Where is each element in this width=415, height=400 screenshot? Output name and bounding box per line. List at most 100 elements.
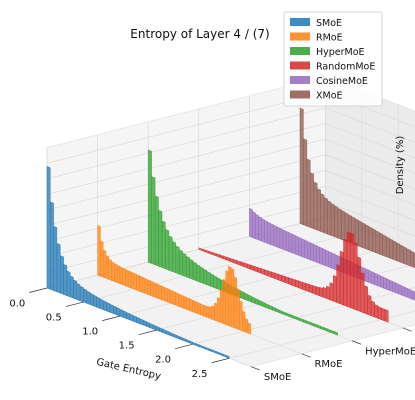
legend-swatch [290,18,310,26]
legend-swatch [290,32,310,41]
histogram-bar [307,241,311,261]
legend-swatch [290,61,310,70]
histogram-bar [50,201,54,291]
histogram-bar [196,264,201,283]
histogram-bar [317,188,321,232]
histogram-bar [189,258,194,280]
histogram-bar [330,203,335,238]
histogram-bar [299,107,304,226]
x-tick-label: 1.5 [119,341,135,352]
histogram-bar [142,319,147,327]
histogram-bar [103,300,107,312]
histogram-bar [211,305,215,321]
histogram-bar [258,216,262,242]
histogram-bar [320,193,325,234]
histogram-bar [341,210,345,242]
histogram-bar [172,241,177,274]
histogram-bar [322,248,326,267]
histogram-bar [209,273,214,288]
histogram-bar [403,246,407,265]
histogram-bar [198,247,203,251]
histogram-bar [60,255,64,295]
histogram-bar [301,238,305,258]
x-tick-mark [102,315,120,321]
x-tick-mark [138,329,157,336]
series-tick-mark [352,340,362,345]
histogram-bar [76,283,81,302]
histogram-bar [69,275,74,299]
histogram-bar [371,271,375,285]
histogram-bar [406,248,411,267]
histogram-bar [304,239,308,259]
histogram-bar [264,220,268,244]
x-tick-label: 1.0 [82,327,98,338]
histogram-bar [119,308,124,318]
histogram-bar [389,238,394,260]
histogram-bar [303,138,308,227]
histogram-bar [379,232,383,256]
histogram-bar [111,261,115,282]
histogram-bar [240,291,245,300]
histogram-bar [353,241,358,311]
histogram-bar [298,236,302,257]
z-gridline [46,107,415,180]
histogram-bar [136,316,141,325]
histogram-bar [194,301,199,314]
histogram-bar [381,307,386,322]
histogram-bar [326,285,330,301]
histogram-bar [147,149,152,264]
histogram-bar [129,313,134,322]
histogram-bar [158,209,163,268]
histogram-bar [365,268,369,283]
histogram-bar [396,242,401,263]
histogram-bar [206,271,211,287]
histogram-bar [125,269,129,288]
histogram-bar [367,294,372,316]
histogram-bar [222,278,226,325]
histogram-bar [305,282,310,293]
histogram-bar [392,281,396,294]
histogram-bar [63,264,68,296]
histogram-bar [119,266,123,286]
histogram-bar [168,235,173,272]
histogram-bar [316,245,320,264]
histogram-bar [264,269,268,277]
chart-bars [46,107,415,359]
histogram-bar [288,277,292,286]
histogram-bar [315,286,320,297]
histogram-bar [274,272,279,281]
x-tick-label: 2.0 [155,355,171,366]
histogram-bar [377,306,382,320]
histogram-bar [99,298,104,310]
histogram-bar [365,224,370,251]
histogram-bar [374,272,378,287]
legend-label: XMoE [316,91,343,102]
histogram-bar [93,294,97,308]
histogram-bar [399,244,404,264]
histogram-bar [285,231,290,252]
histogram-bar [410,289,415,301]
histogram-bar [178,293,182,308]
histogram-bar [189,298,193,312]
histogram-bar [244,292,249,301]
histogram-bar [53,226,58,293]
histogram-bar [139,275,143,293]
histogram-bar [261,218,265,243]
histogram-bar [358,220,363,248]
z-axis-label: Density (%) [395,136,406,195]
histogram-bar [172,290,176,306]
histogram-bar [380,275,384,289]
histogram-bar [165,229,170,271]
histogram-bar [302,281,306,291]
histogram-bar [357,256,361,312]
series-tick-label: RMoE [314,359,342,370]
histogram-bar [183,295,187,310]
legend-label: RMoE [316,33,343,44]
legend-label: CosineMoE [316,76,368,87]
histogram-bar [56,243,61,294]
histogram-bar [392,240,397,261]
histogram-bar [298,280,303,290]
legend-swatch [290,90,310,99]
histogram-bar [325,249,329,268]
